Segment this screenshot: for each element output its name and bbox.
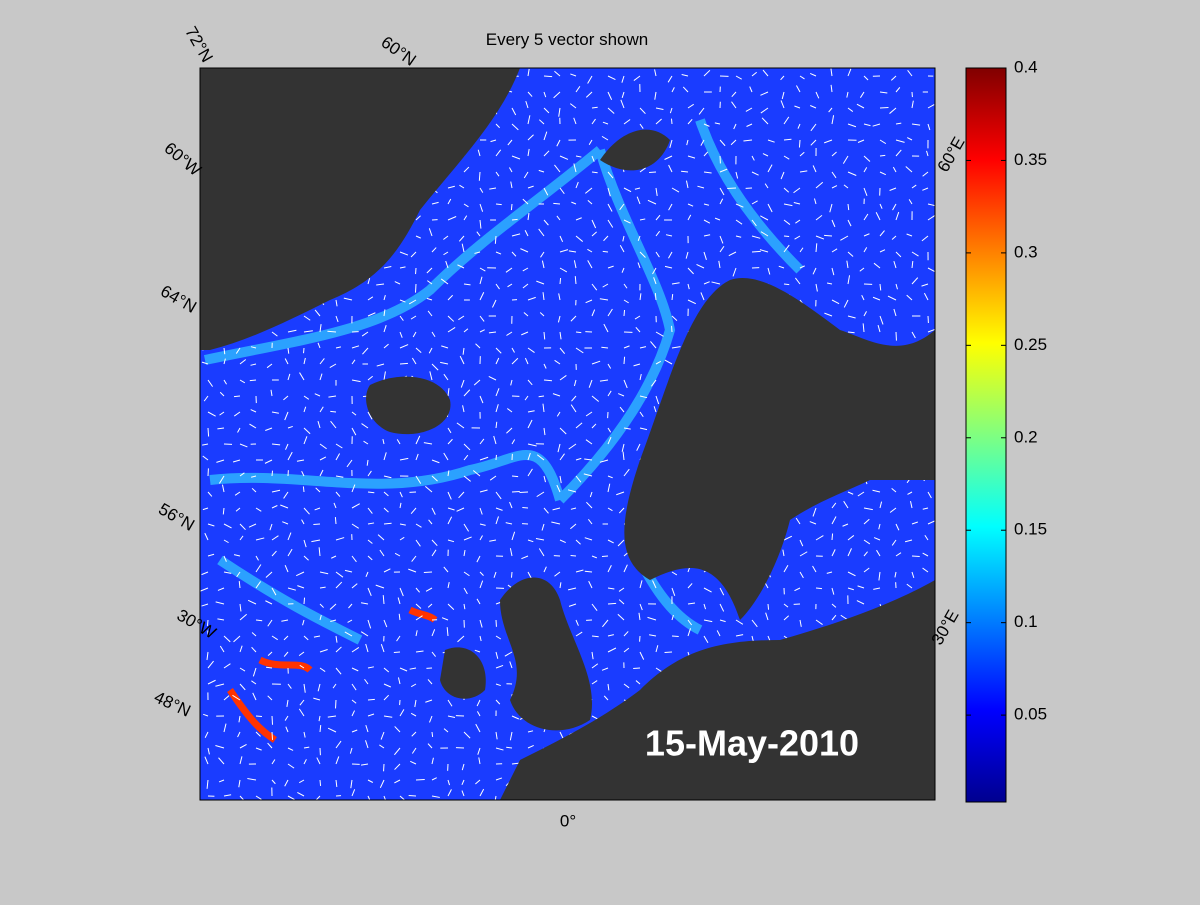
vector [335, 517, 336, 524]
colorbar-tick-label: 0.35 [1014, 150, 1047, 169]
vector [649, 172, 656, 173]
vector [512, 219, 518, 220]
vector [256, 716, 262, 717]
vector [799, 140, 800, 148]
graticule-label: 64°N [157, 281, 199, 316]
vector [592, 172, 598, 173]
vector [511, 204, 512, 210]
graticule-label: 48°N [151, 687, 193, 720]
vector [511, 572, 512, 578]
vector [624, 310, 625, 316]
vector [208, 428, 209, 437]
vector [655, 293, 656, 300]
vector [234, 396, 240, 397]
vector [330, 411, 336, 412]
vector [495, 236, 496, 244]
vector [544, 76, 552, 77]
vector [320, 780, 321, 786]
vector [576, 332, 581, 333]
colorbar-tick-label: 0.4 [1014, 57, 1038, 76]
vector [496, 204, 502, 205]
vector [400, 363, 408, 364]
graticule-label: 60°E [934, 134, 969, 176]
vector [768, 604, 769, 610]
vector [479, 172, 480, 181]
vector [671, 119, 672, 124]
vector [784, 236, 789, 237]
vector [303, 486, 304, 492]
vector [272, 471, 273, 476]
colorbar-tick-label: 0.2 [1014, 427, 1038, 446]
graticule-label: 60°W [161, 139, 205, 180]
vector [816, 588, 822, 589]
vector [409, 795, 416, 796]
vector [560, 278, 561, 284]
graticule-label: 56°N [155, 499, 197, 534]
colorbar-tick-label: 0.05 [1014, 705, 1047, 724]
vector [384, 523, 392, 524]
vector [432, 732, 433, 737]
map: 15-May-2010 [200, 68, 936, 803]
vector [603, 251, 608, 252]
vector [672, 294, 673, 300]
vector [250, 380, 256, 381]
vector [544, 380, 552, 381]
vector [912, 556, 920, 557]
vector [672, 636, 679, 637]
vector [553, 203, 560, 204]
vector [824, 235, 832, 236]
vector [424, 572, 432, 573]
colorbar-tick-label: 0.1 [1014, 612, 1038, 631]
vector [832, 534, 833, 540]
vector [665, 652, 672, 653]
vector [368, 699, 375, 700]
vector [784, 284, 789, 285]
vector [880, 155, 885, 156]
colorbar-tick-label: 0.25 [1014, 335, 1047, 354]
vector [512, 476, 518, 477]
date-label: 15-May-2010 [645, 723, 859, 764]
vector [512, 491, 520, 492]
map-title: Every 5 vector shown [486, 30, 649, 49]
vector [784, 139, 791, 140]
vector [727, 188, 736, 189]
graticule-label: 0° [560, 811, 576, 830]
colorbar-tick-label: 0.15 [1014, 520, 1047, 539]
vector [608, 603, 616, 604]
vector [272, 716, 273, 725]
colorbar-tick-label: 0.3 [1014, 242, 1038, 261]
graticule-label: 72°N [181, 23, 216, 65]
graticule-label: 60°N [378, 32, 420, 69]
colorbar [966, 68, 1006, 802]
vector [304, 598, 305, 604]
vector [752, 251, 761, 252]
vector [624, 357, 625, 364]
